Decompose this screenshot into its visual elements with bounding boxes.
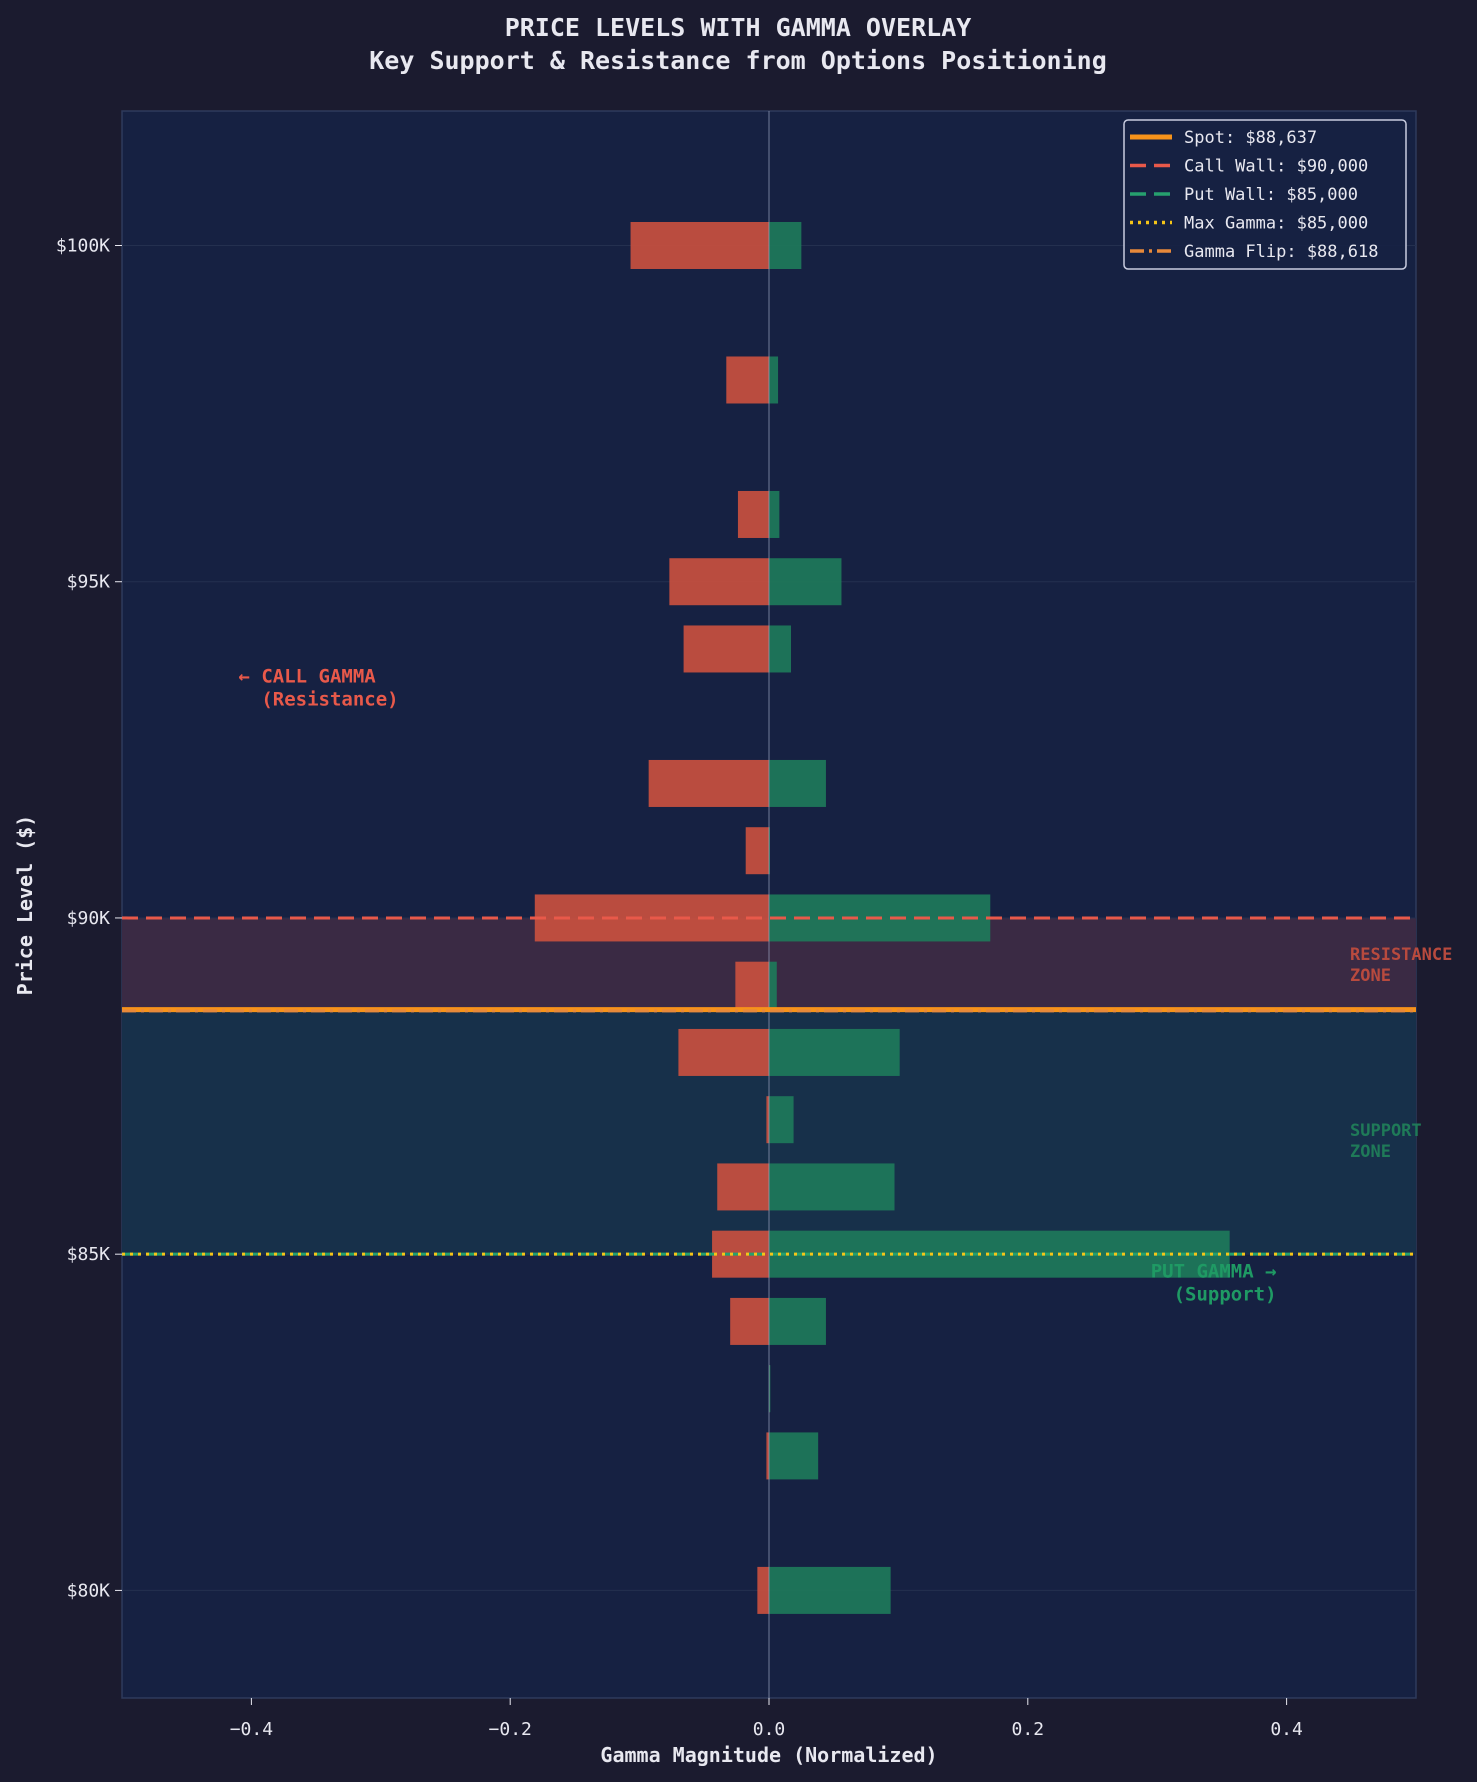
legend-label: Spot: $88,637 bbox=[1184, 128, 1317, 148]
y-tick-label: $90K bbox=[67, 908, 111, 929]
legend: Spot: $88,637 Call Wall: $90,000 Put Wall:… bbox=[1123, 119, 1407, 270]
call-gamma-bar bbox=[757, 1566, 769, 1614]
chart-title: PRICE LEVELS WITH GAMMA OVERLAY bbox=[505, 13, 972, 42]
zone-label: ZONE bbox=[1350, 966, 1391, 986]
legend-label: Call Wall: $90,000 bbox=[1184, 157, 1368, 177]
put-gamma-bar bbox=[769, 221, 802, 269]
put-gamma-bar bbox=[769, 1432, 819, 1480]
put-gamma-bar bbox=[769, 625, 791, 673]
x-tick-label: 0.4 bbox=[1270, 1719, 1303, 1740]
call-gamma-bar bbox=[630, 221, 769, 269]
x-tick-label: −0.4 bbox=[230, 1719, 273, 1740]
legend-label: Max Gamma: $85,000 bbox=[1184, 214, 1368, 234]
put-gamma-bar bbox=[769, 1297, 826, 1345]
annotation-text: (Support) bbox=[1151, 1284, 1277, 1306]
put-gamma-bar bbox=[769, 1163, 895, 1211]
call-gamma-bar bbox=[737, 490, 769, 538]
put-gamma-bar bbox=[769, 490, 780, 538]
y-tick-label: $100K bbox=[56, 235, 110, 256]
put-gamma-bar bbox=[769, 1365, 771, 1413]
legend-label: Gamma Flip: $88,618 bbox=[1184, 242, 1378, 262]
x-axis-label: Gamma Magnitude (Normalized) bbox=[600, 1743, 937, 1767]
y-tick-label: $85K bbox=[67, 1244, 111, 1265]
zone-label: RESISTANCE bbox=[1350, 945, 1452, 965]
call-gamma-bar bbox=[669, 558, 769, 606]
put-gamma-bar bbox=[769, 1096, 794, 1144]
legend-label: Put Wall: $85,000 bbox=[1184, 185, 1358, 205]
put-gamma-bar bbox=[769, 1566, 891, 1614]
put-gamma-bar bbox=[769, 356, 779, 404]
put-gamma-bar bbox=[769, 1028, 900, 1076]
call-gamma-bar bbox=[735, 961, 769, 1009]
zone-label: SUPPORT bbox=[1350, 1121, 1422, 1141]
chart-subtitle: Key Support & Resistance from Options Po… bbox=[369, 46, 1107, 75]
call-gamma-bar bbox=[730, 1297, 769, 1345]
x-tick-label: 0.2 bbox=[1012, 1719, 1045, 1740]
put-gamma-bar bbox=[769, 759, 826, 807]
zone-label: ZONE bbox=[1350, 1142, 1391, 1162]
call-gamma-bar bbox=[745, 827, 769, 875]
annotation-text: (Resistance) bbox=[238, 689, 398, 711]
call-gamma-bar bbox=[678, 1028, 769, 1076]
y-axis-label: Price Level ($) bbox=[13, 815, 37, 996]
put-gamma-bar bbox=[769, 961, 777, 1009]
legend-box bbox=[1123, 119, 1407, 270]
x-tick-label: −0.2 bbox=[489, 1719, 532, 1740]
call-gamma-bar bbox=[683, 625, 769, 673]
call-gamma-bar bbox=[717, 1163, 769, 1211]
put-gamma-bar bbox=[769, 558, 842, 606]
annotation-text: PUT GAMMA → bbox=[1151, 1261, 1277, 1283]
call-gamma-bar bbox=[726, 356, 769, 404]
annotation-text: ← CALL GAMMA bbox=[238, 666, 376, 688]
call-gamma-bar bbox=[766, 1096, 769, 1144]
call-gamma-bar bbox=[648, 759, 769, 807]
x-tick-label: 0.0 bbox=[753, 1719, 786, 1740]
y-tick-label: $95K bbox=[67, 572, 111, 593]
call-gamma-bar bbox=[766, 1432, 769, 1480]
y-tick-label: $80K bbox=[67, 1580, 111, 1601]
